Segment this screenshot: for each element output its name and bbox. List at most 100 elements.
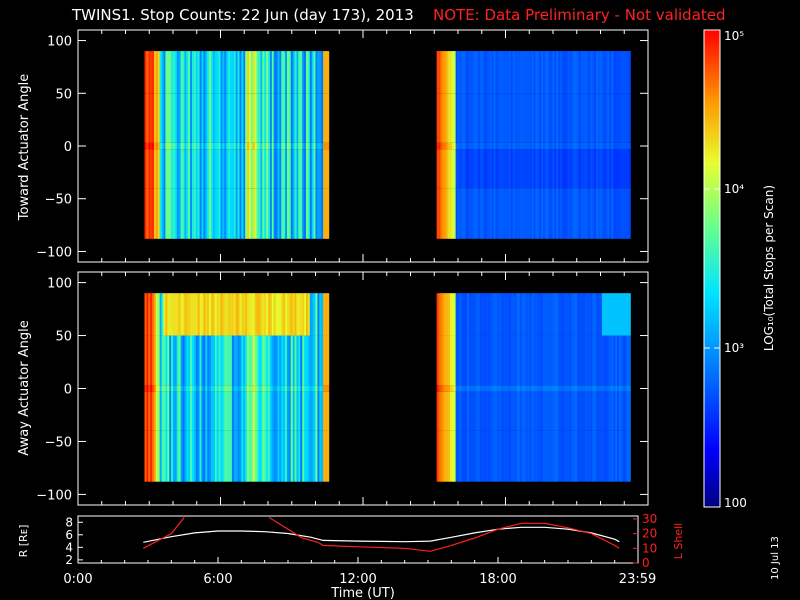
spectrogram-cell — [201, 149, 204, 189]
spectrogram-cell — [154, 51, 157, 94]
spectrogram-cell — [442, 430, 445, 482]
spectrogram-cell — [533, 51, 536, 94]
spectrogram-cell — [579, 293, 582, 336]
spectrogram-cell — [222, 391, 225, 431]
spectrogram-cell — [288, 385, 292, 392]
spectrogram-cell — [535, 51, 538, 94]
spectrogram-cell — [607, 385, 610, 392]
spectrogram-cell — [607, 51, 610, 94]
spectrogram-cell — [603, 93, 607, 143]
spectrogram-cell — [535, 188, 538, 239]
spectrogram-cell — [197, 51, 200, 94]
spectrogram-cell — [438, 385, 441, 392]
spectrogram-cell — [275, 430, 278, 482]
spectrogram-cell — [467, 93, 470, 143]
spectrogram-cell — [163, 335, 166, 386]
spectrogram-cell — [222, 93, 225, 143]
spectrogram-cell — [224, 149, 227, 189]
spectrogram-cell — [457, 93, 460, 143]
spectrogram-cell — [247, 293, 250, 336]
spectrogram-cell — [558, 391, 561, 431]
spectrogram-cell — [154, 188, 157, 239]
spectrogram-cell — [628, 188, 631, 239]
spectrogram-cell — [176, 149, 180, 189]
spectrogram-cell — [518, 391, 521, 431]
spectrogram-cell — [588, 51, 591, 94]
spectrogram-cell — [617, 430, 620, 482]
spectrogram-cell — [250, 51, 254, 94]
spectrogram-cell — [218, 391, 221, 431]
spectrogram-cell — [586, 149, 590, 189]
spectrogram-cell — [169, 293, 172, 336]
spectrogram-cell — [436, 385, 439, 392]
spectrogram-cell — [209, 93, 212, 143]
spectrogram-cell — [465, 293, 468, 336]
spectrogram-cell — [577, 385, 580, 392]
spectrogram-cell — [260, 149, 263, 189]
spectrogram-cell — [224, 430, 227, 482]
spectrogram-cell — [444, 93, 447, 143]
spectrogram-cell — [514, 293, 517, 336]
spectrogram-cell — [306, 293, 309, 336]
spectrogram-cell — [514, 391, 517, 431]
spectrogram-cell — [245, 335, 248, 386]
spectrogram-cell — [484, 391, 487, 431]
spectrogram-cell — [249, 93, 252, 143]
spectrogram-cell — [241, 335, 244, 386]
spectrogram-cell — [592, 430, 595, 482]
spectrogram-cell — [436, 430, 439, 482]
spectrogram-cell — [470, 335, 474, 386]
spectrogram-cell — [260, 51, 263, 94]
spectrogram-cell — [281, 391, 284, 431]
spectrogram-cell — [613, 385, 616, 392]
spectrogram-cell — [603, 391, 607, 431]
spectrogram-cell — [582, 293, 586, 336]
spectrogram-cell — [323, 293, 326, 336]
spectrogram-cell — [457, 149, 460, 189]
spectrogram-cell — [321, 51, 324, 94]
spectrogram-cell — [256, 51, 259, 94]
spectrogram-cell — [457, 293, 460, 336]
spectrogram-cell — [514, 93, 517, 143]
spectrogram-cell — [275, 385, 278, 392]
spectrogram-cell — [207, 93, 210, 143]
spectrogram-cell — [315, 51, 318, 94]
spectrogram-cell — [563, 149, 567, 189]
spectrogram-cell — [546, 385, 550, 392]
spectrogram-cell — [273, 142, 276, 150]
spectrogram-cell — [562, 188, 565, 239]
spectrogram-cell — [317, 51, 320, 94]
spectrogram-cell — [159, 149, 162, 189]
middle-ylabel: Away Actuator Angle — [17, 320, 32, 455]
spectrogram-cell — [245, 391, 248, 431]
spectrogram-cell — [448, 385, 451, 392]
spectrogram-cell — [624, 188, 628, 239]
spectrogram-cell — [298, 51, 301, 94]
spectrogram-cell — [615, 430, 618, 482]
spectrogram-cell — [600, 93, 603, 143]
spectrogram-cell — [300, 149, 303, 189]
spectrogram-cell — [203, 188, 206, 239]
spectrogram-cell — [514, 142, 517, 150]
spectrogram-cell — [442, 188, 445, 239]
spectrogram-cell — [207, 335, 210, 386]
spectrogram-cell — [611, 430, 614, 482]
spectrogram-cell — [283, 142, 286, 150]
spectrogram-cell — [600, 430, 603, 482]
spectrogram-cell — [290, 430, 294, 482]
spectrogram-cell — [461, 142, 464, 150]
spectrogram-cell — [487, 430, 491, 482]
spectrogram-cell — [247, 385, 250, 392]
spectrogram-cell — [512, 385, 515, 392]
spectrogram-cell — [552, 335, 555, 386]
spectrogram-cell — [600, 335, 603, 386]
spectrogram-cell — [550, 51, 553, 94]
spectrogram-cell — [323, 188, 326, 239]
spectrogram-cell — [524, 430, 527, 482]
spectrogram-cell — [167, 293, 170, 336]
spectrogram-cell — [590, 142, 593, 150]
radius-line — [143, 526, 620, 543]
spectrogram-cell — [228, 188, 231, 239]
spectrogram-cell — [474, 149, 477, 189]
spectrogram-cell — [565, 385, 569, 392]
